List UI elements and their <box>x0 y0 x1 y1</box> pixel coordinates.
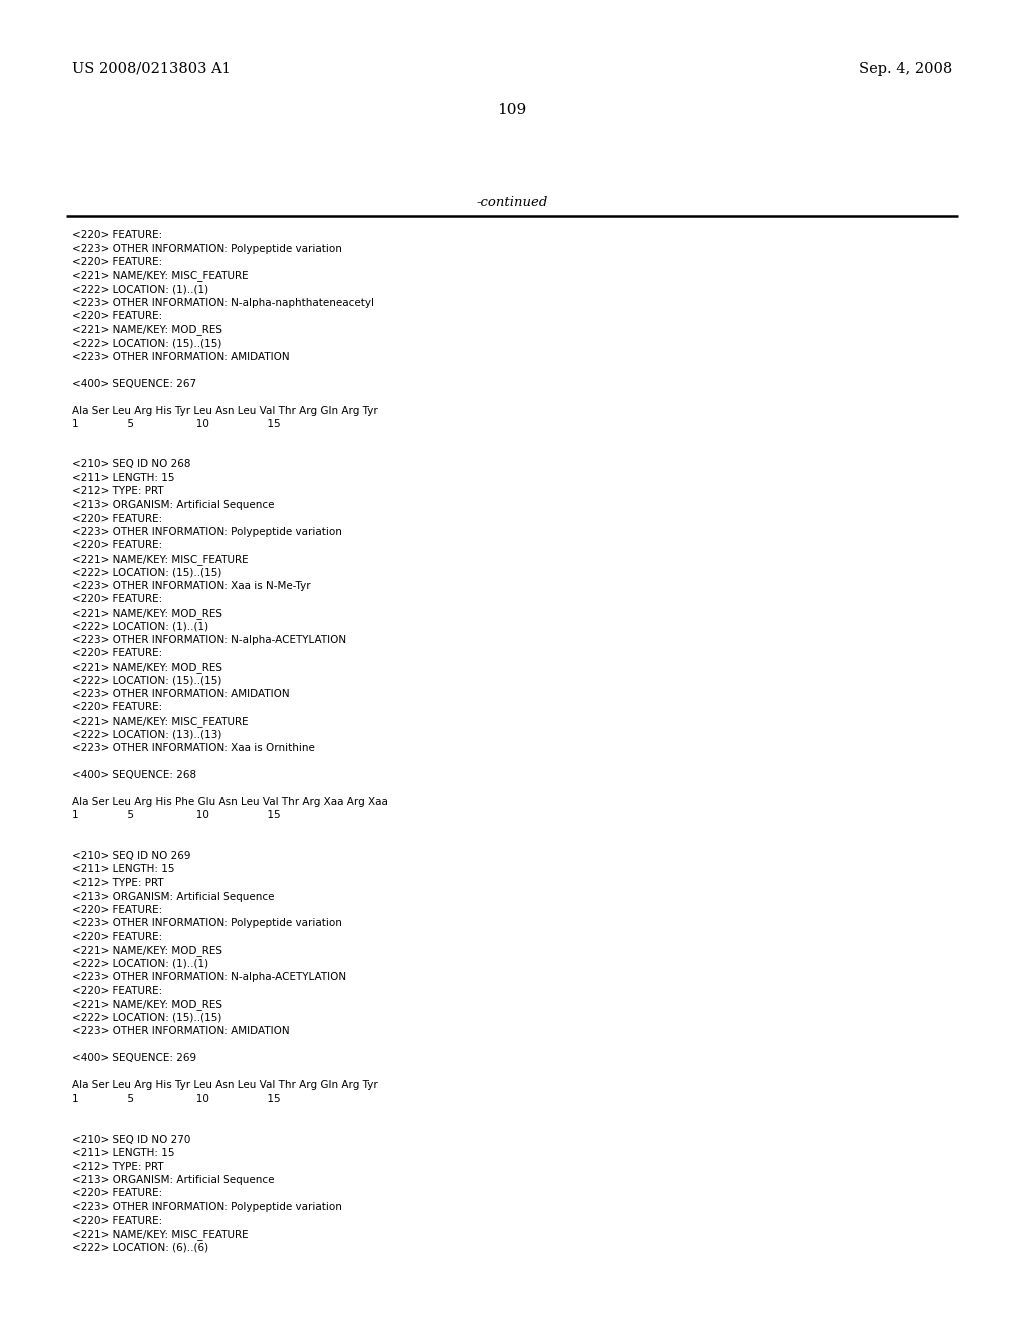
Text: <400> SEQUENCE: 269: <400> SEQUENCE: 269 <box>72 1053 197 1064</box>
Text: <221> NAME/KEY: MOD_RES: <221> NAME/KEY: MOD_RES <box>72 325 222 335</box>
Text: <220> FEATURE:: <220> FEATURE: <box>72 906 162 915</box>
Text: 1               5                   10                  15: 1 5 10 15 <box>72 810 281 821</box>
Text: <221> NAME/KEY: MOD_RES: <221> NAME/KEY: MOD_RES <box>72 999 222 1010</box>
Text: <220> FEATURE:: <220> FEATURE: <box>72 513 162 524</box>
Text: <223> OTHER INFORMATION: N-alpha-ACETYLATION: <223> OTHER INFORMATION: N-alpha-ACETYLA… <box>72 635 346 645</box>
Text: <400> SEQUENCE: 268: <400> SEQUENCE: 268 <box>72 770 197 780</box>
Text: 109: 109 <box>498 103 526 117</box>
Text: <220> FEATURE:: <220> FEATURE: <box>72 702 162 713</box>
Text: <222> LOCATION: (15)..(15): <222> LOCATION: (15)..(15) <box>72 676 221 685</box>
Text: <213> ORGANISM: Artificial Sequence: <213> ORGANISM: Artificial Sequence <box>72 1175 274 1185</box>
Text: -continued: -continued <box>476 195 548 209</box>
Text: <223> OTHER INFORMATION: Polypeptide variation: <223> OTHER INFORMATION: Polypeptide var… <box>72 243 342 253</box>
Text: <223> OTHER INFORMATION: N-alpha-naphthateneacetyl: <223> OTHER INFORMATION: N-alpha-naphtha… <box>72 297 374 308</box>
Text: <221> NAME/KEY: MISC_FEATURE: <221> NAME/KEY: MISC_FEATURE <box>72 554 249 565</box>
Text: <211> LENGTH: 15: <211> LENGTH: 15 <box>72 473 174 483</box>
Text: <222> LOCATION: (1)..(1): <222> LOCATION: (1)..(1) <box>72 284 208 294</box>
Text: <223> OTHER INFORMATION: Xaa is Ornithine: <223> OTHER INFORMATION: Xaa is Ornithin… <box>72 743 314 752</box>
Text: <221> NAME/KEY: MISC_FEATURE: <221> NAME/KEY: MISC_FEATURE <box>72 715 249 727</box>
Text: <220> FEATURE:: <220> FEATURE: <box>72 648 162 659</box>
Text: US 2008/0213803 A1: US 2008/0213803 A1 <box>72 62 230 77</box>
Text: <222> LOCATION: (15)..(15): <222> LOCATION: (15)..(15) <box>72 338 221 348</box>
Text: 1               5                   10                  15: 1 5 10 15 <box>72 1094 281 1104</box>
Text: 1               5                   10                  15: 1 5 10 15 <box>72 418 281 429</box>
Text: Ala Ser Leu Arg His Phe Glu Asn Leu Val Thr Arg Xaa Arg Xaa: Ala Ser Leu Arg His Phe Glu Asn Leu Val … <box>72 797 388 807</box>
Text: <223> OTHER INFORMATION: Xaa is N-Me-Tyr: <223> OTHER INFORMATION: Xaa is N-Me-Tyr <box>72 581 310 591</box>
Text: <211> LENGTH: 15: <211> LENGTH: 15 <box>72 1148 174 1158</box>
Text: <221> NAME/KEY: MOD_RES: <221> NAME/KEY: MOD_RES <box>72 663 222 673</box>
Text: <210> SEQ ID NO 269: <210> SEQ ID NO 269 <box>72 851 190 861</box>
Text: Ala Ser Leu Arg His Tyr Leu Asn Leu Val Thr Arg Gln Arg Tyr: Ala Ser Leu Arg His Tyr Leu Asn Leu Val … <box>72 1081 378 1090</box>
Text: <220> FEATURE:: <220> FEATURE: <box>72 932 162 942</box>
Text: <222> LOCATION: (6)..(6): <222> LOCATION: (6)..(6) <box>72 1242 208 1253</box>
Text: <223> OTHER INFORMATION: N-alpha-ACETYLATION: <223> OTHER INFORMATION: N-alpha-ACETYLA… <box>72 973 346 982</box>
Text: <222> LOCATION: (1)..(1): <222> LOCATION: (1)..(1) <box>72 960 208 969</box>
Text: <220> FEATURE:: <220> FEATURE: <box>72 257 162 267</box>
Text: <220> FEATURE:: <220> FEATURE: <box>72 312 162 321</box>
Text: <221> NAME/KEY: MOD_RES: <221> NAME/KEY: MOD_RES <box>72 945 222 957</box>
Text: <221> NAME/KEY: MISC_FEATURE: <221> NAME/KEY: MISC_FEATURE <box>72 271 249 281</box>
Text: <220> FEATURE:: <220> FEATURE: <box>72 230 162 240</box>
Text: <223> OTHER INFORMATION: Polypeptide variation: <223> OTHER INFORMATION: Polypeptide var… <box>72 919 342 928</box>
Text: <212> TYPE: PRT: <212> TYPE: PRT <box>72 487 164 496</box>
Text: <220> FEATURE:: <220> FEATURE: <box>72 986 162 997</box>
Text: <212> TYPE: PRT: <212> TYPE: PRT <box>72 1162 164 1172</box>
Text: <223> OTHER INFORMATION: AMIDATION: <223> OTHER INFORMATION: AMIDATION <box>72 1027 290 1036</box>
Text: <211> LENGTH: 15: <211> LENGTH: 15 <box>72 865 174 874</box>
Text: <210> SEQ ID NO 270: <210> SEQ ID NO 270 <box>72 1134 190 1144</box>
Text: <221> NAME/KEY: MOD_RES: <221> NAME/KEY: MOD_RES <box>72 609 222 619</box>
Text: <223> OTHER INFORMATION: Polypeptide variation: <223> OTHER INFORMATION: Polypeptide var… <box>72 1203 342 1212</box>
Text: <213> ORGANISM: Artificial Sequence: <213> ORGANISM: Artificial Sequence <box>72 500 274 510</box>
Text: <213> ORGANISM: Artificial Sequence: <213> ORGANISM: Artificial Sequence <box>72 891 274 902</box>
Text: <220> FEATURE:: <220> FEATURE: <box>72 1188 162 1199</box>
Text: <212> TYPE: PRT: <212> TYPE: PRT <box>72 878 164 888</box>
Text: <221> NAME/KEY: MISC_FEATURE: <221> NAME/KEY: MISC_FEATURE <box>72 1229 249 1239</box>
Text: <220> FEATURE:: <220> FEATURE: <box>72 594 162 605</box>
Text: <223> OTHER INFORMATION: Polypeptide variation: <223> OTHER INFORMATION: Polypeptide var… <box>72 527 342 537</box>
Text: <223> OTHER INFORMATION: AMIDATION: <223> OTHER INFORMATION: AMIDATION <box>72 689 290 700</box>
Text: <223> OTHER INFORMATION: AMIDATION: <223> OTHER INFORMATION: AMIDATION <box>72 351 290 362</box>
Text: <210> SEQ ID NO 268: <210> SEQ ID NO 268 <box>72 459 190 470</box>
Text: <222> LOCATION: (13)..(13): <222> LOCATION: (13)..(13) <box>72 730 221 739</box>
Text: Sep. 4, 2008: Sep. 4, 2008 <box>859 62 952 77</box>
Text: Ala Ser Leu Arg His Tyr Leu Asn Leu Val Thr Arg Gln Arg Tyr: Ala Ser Leu Arg His Tyr Leu Asn Leu Val … <box>72 405 378 416</box>
Text: <220> FEATURE:: <220> FEATURE: <box>72 1216 162 1225</box>
Text: <222> LOCATION: (15)..(15): <222> LOCATION: (15)..(15) <box>72 1012 221 1023</box>
Text: <222> LOCATION: (1)..(1): <222> LOCATION: (1)..(1) <box>72 622 208 631</box>
Text: <400> SEQUENCE: 267: <400> SEQUENCE: 267 <box>72 379 197 388</box>
Text: <220> FEATURE:: <220> FEATURE: <box>72 540 162 550</box>
Text: <222> LOCATION: (15)..(15): <222> LOCATION: (15)..(15) <box>72 568 221 578</box>
